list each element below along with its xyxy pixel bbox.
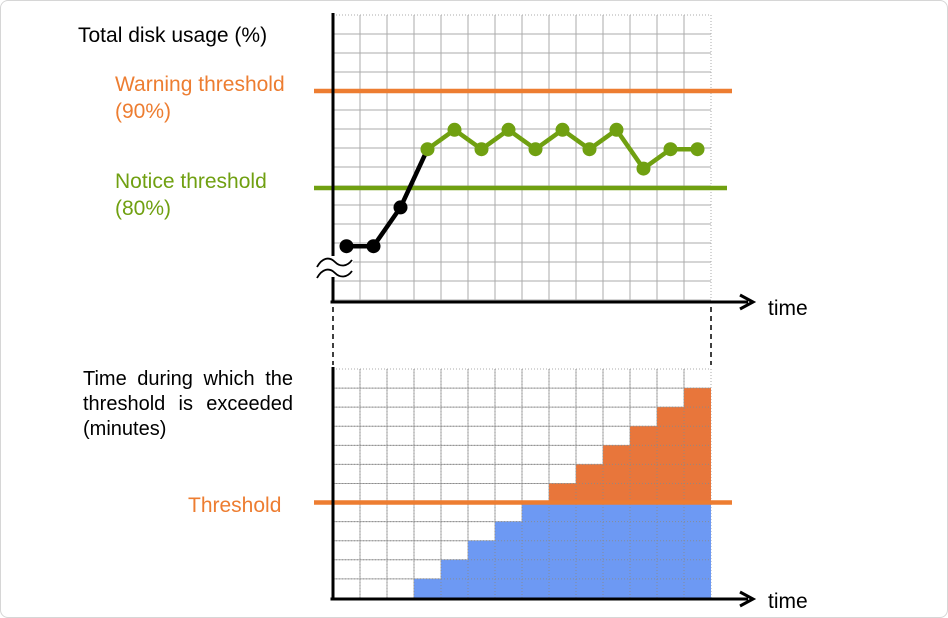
data-point xyxy=(393,200,408,215)
data-point xyxy=(447,122,462,137)
top-chart-disk-usage xyxy=(314,13,757,311)
bar-below-threshold xyxy=(603,502,630,598)
x-axis-arrowhead xyxy=(739,293,757,311)
axis-break-wave xyxy=(316,257,353,268)
series-segment xyxy=(398,146,430,210)
threshold-label: Threshold xyxy=(188,494,282,517)
notice-threshold-label-line1: Notice threshold xyxy=(115,170,267,193)
bottom-chart-title: Time during which the threshold is excee… xyxy=(83,368,293,440)
x-axis-arrowhead xyxy=(739,590,757,608)
bar-below-threshold xyxy=(495,521,522,598)
bar-below-threshold xyxy=(684,502,711,598)
notice-threshold-label-line2: (80%) xyxy=(115,197,172,220)
dashed-connector-lines xyxy=(332,307,712,365)
axis-break-wave xyxy=(316,268,353,279)
bar-below-threshold xyxy=(522,502,549,598)
warning-threshold-label-line1: Warning threshold xyxy=(115,73,285,96)
data-point xyxy=(420,142,435,157)
bar-below-threshold xyxy=(414,578,441,598)
data-point xyxy=(366,239,381,254)
disk-usage-series xyxy=(339,122,705,254)
bar-below-threshold xyxy=(657,502,684,598)
data-point xyxy=(636,161,651,176)
data-point xyxy=(690,142,705,157)
bar-above-threshold xyxy=(684,388,711,503)
bottom-grid-overlay xyxy=(333,369,711,598)
warning-threshold-label-line2: (90%) xyxy=(115,100,172,123)
notice-threshold-label: Notice threshold (80%) xyxy=(115,168,267,222)
data-point xyxy=(339,239,354,254)
data-point xyxy=(582,142,597,157)
bottom-chart-exceed-time xyxy=(314,367,757,608)
top-x-axis-label: time xyxy=(768,297,808,320)
series-segment xyxy=(371,205,403,249)
warning-threshold-label: Warning threshold (90%) xyxy=(115,71,285,125)
bar-below-threshold xyxy=(441,559,468,598)
bar-below-threshold xyxy=(576,502,603,598)
top-grid xyxy=(333,14,712,301)
top-chart-title: Total disk usage (%) xyxy=(78,24,268,47)
y-axis-break xyxy=(315,256,353,279)
bar-below-threshold xyxy=(549,502,576,598)
bar-below-threshold xyxy=(630,502,657,598)
data-point xyxy=(609,122,624,137)
stacked-bars xyxy=(414,388,711,598)
data-point xyxy=(474,142,489,157)
data-point xyxy=(528,142,543,157)
data-point xyxy=(555,122,570,137)
bar-above-threshold xyxy=(549,483,576,503)
axis-break-mask xyxy=(315,256,353,277)
bar-above-threshold xyxy=(603,445,630,503)
bar-below-threshold xyxy=(468,540,495,598)
bottom-x-axis-label: time xyxy=(768,590,808,613)
bar-above-threshold xyxy=(630,426,657,503)
data-point xyxy=(501,122,516,137)
bar-above-threshold xyxy=(657,407,684,503)
series-segment xyxy=(614,127,646,171)
data-point xyxy=(663,142,678,157)
bar-above-threshold xyxy=(576,464,603,503)
